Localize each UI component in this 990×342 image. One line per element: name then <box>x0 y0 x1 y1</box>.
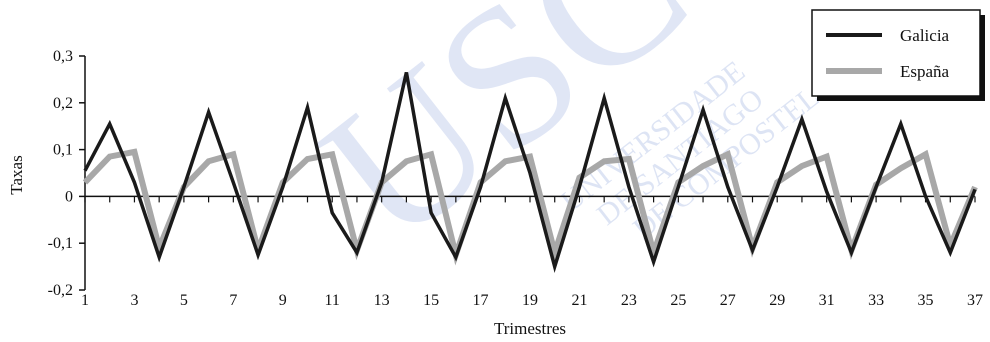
y-tick-label: 0,2 <box>53 95 73 112</box>
x-tick-label: 17 <box>473 292 489 309</box>
series-line-espana <box>82 148 978 266</box>
legend-label-galicia: Galicia <box>900 26 950 45</box>
x-tick-label: 5 <box>180 292 188 309</box>
y-tick-label: -0,1 <box>48 235 73 252</box>
y-tick-label: 0 <box>65 188 73 205</box>
x-tick-label: 31 <box>819 292 835 309</box>
x-tick-label: 11 <box>325 292 340 309</box>
x-tick-label: 25 <box>670 292 686 309</box>
series-layer <box>82 72 978 273</box>
y-tick-label: 0,3 <box>53 48 73 65</box>
x-tick-label: 1 <box>81 292 89 309</box>
x-tick-label: 23 <box>621 292 637 309</box>
x-tick-label: 9 <box>279 292 287 309</box>
x-tick-label: 15 <box>423 292 439 309</box>
x-tick-label: 7 <box>229 292 237 309</box>
x-tick-label: 33 <box>868 292 884 309</box>
x-tick-label: 29 <box>769 292 785 309</box>
x-axis-title: Trimestres <box>494 319 566 338</box>
x-tick-label: 27 <box>720 292 736 309</box>
legend: Galicia España <box>811 9 985 101</box>
x-tick-label: 13 <box>374 292 390 309</box>
series-line-galicia <box>83 72 977 273</box>
x-tick-label: 3 <box>130 292 138 309</box>
legend-label-espana: España <box>900 62 950 81</box>
y-tick-label: -0,2 <box>48 282 73 299</box>
y-axis-title: Taxas <box>7 155 26 194</box>
axes: 0,30,20,10-0,1-0,21 3 5 7 9 11 13 15 17 19 21 23 25 2… <box>48 48 983 309</box>
x-tick-label: 21 <box>571 292 587 309</box>
x-tick-label: 19 <box>522 292 538 309</box>
x-tick-label: 37 <box>967 292 983 309</box>
y-tick-label: 0,1 <box>53 142 73 159</box>
x-tick-label: 35 <box>918 292 934 309</box>
legend-box <box>811 9 981 97</box>
